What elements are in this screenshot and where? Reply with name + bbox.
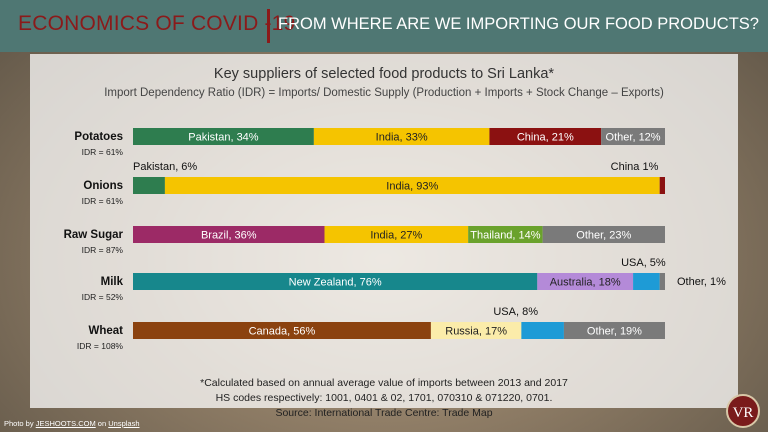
bar-segment [563,322,665,339]
bar-segment [633,273,660,290]
bar-segment [324,226,469,243]
header-separator [267,9,270,43]
segment-label: Thailand, 14% [470,230,541,242]
bar-segment [537,273,634,290]
credit-prefix: Photo by [4,419,36,428]
segment-label: USA, 5% [621,257,666,269]
idr-label: IDR = 108% [77,341,124,351]
credit-site-link[interactable]: Unsplash [108,419,140,428]
segment-label: Pakistan, 34% [188,132,259,144]
segment-label: USA, 8% [493,306,538,318]
bar-segment [133,177,165,194]
footnote-source: Source: International Trade Centre: Trad… [275,407,493,419]
footnote-calculation: *Calculated based on annual average valu… [200,377,568,389]
bar-segment [430,322,522,339]
segment-label: India, 27% [370,230,422,242]
bar-segment [521,322,564,339]
bar-segment [542,226,665,243]
segment-label: Russia, 17% [445,326,507,338]
header-banner: ECONOMICS OF COVID -19 FROM WHERE ARE WE… [0,0,768,52]
credit-middle: on [95,419,109,428]
product-label: Potatoes [74,131,123,143]
segment-label: Australia, 18% [550,277,621,289]
bar-segment [659,273,665,290]
brand-logo: VR [726,394,760,428]
segment-label: Other, 23% [576,230,631,242]
idr-label: IDR = 87% [82,245,124,255]
bar-segment [313,128,490,145]
bar-segment [133,226,325,243]
segment-label: India, 33% [376,132,428,144]
segment-label: China 1% [611,161,659,173]
footnote-hs-codes: HS codes respectively: 1001, 0401 & 02, … [215,392,553,404]
series-title: ECONOMICS OF COVID -19 [18,12,296,35]
bar-segment [133,322,431,339]
chart-title: Key suppliers of selected food products … [213,66,555,82]
bar-segment [133,273,538,290]
product-label: Raw Sugar [64,229,124,241]
bar-segment [468,226,543,243]
idr-label: IDR = 52% [82,292,124,302]
segment-label: Other, 1% [677,276,726,288]
segment-label: New Zealand, 76% [289,277,382,289]
product-label: Onions [83,180,123,192]
credit-author-link[interactable]: JESHOOTS.COM [35,419,96,428]
idr-label: IDR = 61% [82,147,124,157]
segment-label: Other, 12% [606,132,661,144]
bar-segment [489,128,602,145]
segment-label: Brazil, 36% [201,230,257,242]
segment-label: Canada, 56% [249,326,316,338]
photo-credit: Photo by JESHOOTS.COM on Unsplash [4,419,140,428]
page-heading: FROM WHERE ARE WE IMPORTING OUR FOOD PRO… [278,15,759,33]
bar-segment [659,177,665,194]
bar-segment [164,177,660,194]
segment-label: Other, 19% [587,326,642,338]
bar-segment [601,128,665,145]
chart-subtitle: Import Dependency Ratio (IDR) = Imports/… [104,87,664,99]
segment-label: India, 93% [386,181,438,193]
segment-label: Pakistan, 6% [133,161,197,173]
product-label: Wheat [89,325,124,337]
segment-label: China, 21% [517,132,574,144]
idr-label: IDR = 61% [82,196,124,206]
bar-segment [133,128,314,145]
product-label: Milk [101,276,124,288]
